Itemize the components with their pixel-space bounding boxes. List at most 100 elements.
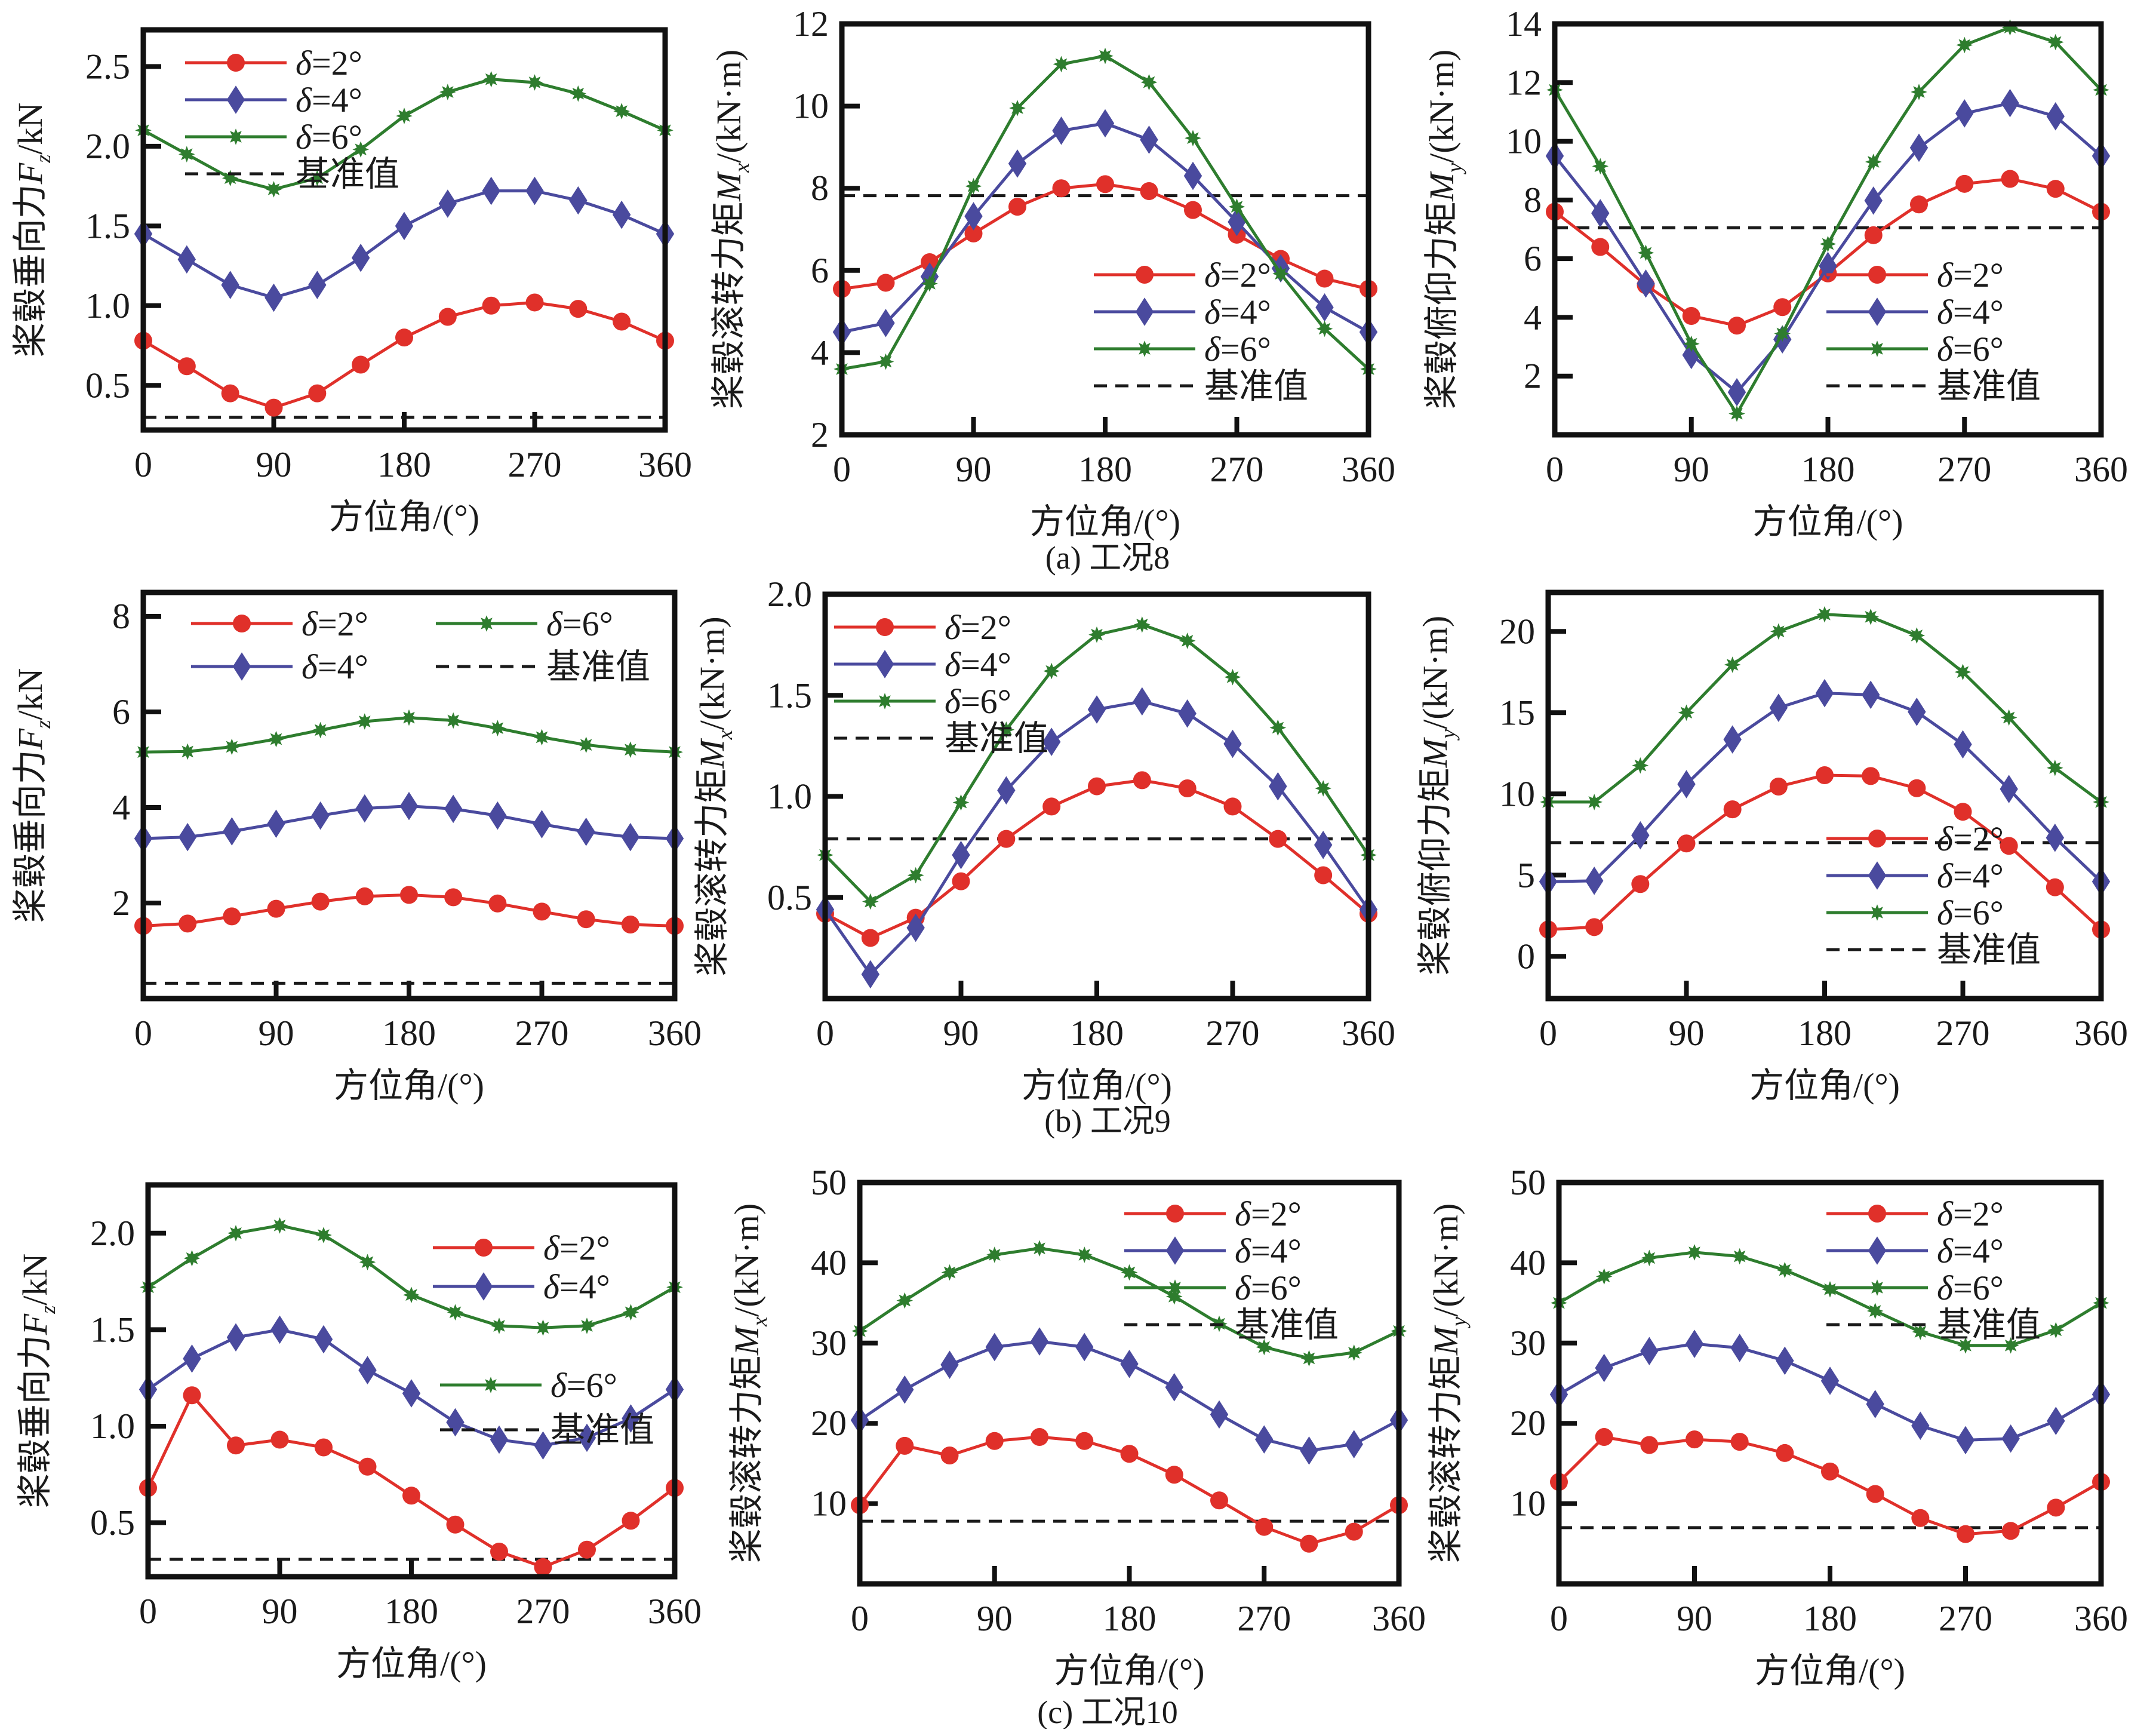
data-point xyxy=(1140,125,1158,154)
data-point xyxy=(356,713,373,730)
y-tick-label: 40 xyxy=(811,1243,847,1282)
data-point xyxy=(183,1386,201,1405)
y-tick-label: 12 xyxy=(1506,63,1542,102)
y-tick-label: 0.5 xyxy=(767,878,812,917)
legend-label: δ=6° xyxy=(550,1366,617,1405)
legend-label: 基准值 xyxy=(546,647,650,686)
y-tick-label: 10 xyxy=(811,1484,847,1524)
x-tick-label: 270 xyxy=(1210,450,1264,489)
series-line xyxy=(824,778,1370,940)
data-point xyxy=(482,176,500,205)
data-point xyxy=(1769,778,1788,796)
data-point xyxy=(1866,1303,1884,1319)
legend-marker xyxy=(1136,266,1154,284)
y-axis-label: 桨毂俯仰力矩My/(kN·m) xyxy=(1416,616,1460,975)
legend-label: δ=4° xyxy=(945,645,1011,684)
x-tick-label: 270 xyxy=(1206,1014,1260,1053)
data-point xyxy=(1272,265,1289,282)
data-point xyxy=(1183,161,1202,191)
x-tick-label: 90 xyxy=(1677,1599,1712,1638)
legend-label: δ=4° xyxy=(1937,1232,2004,1270)
legend-entry: δ=6° xyxy=(1094,330,1271,368)
chart-panel-c2: 10 20 30 40 50 0 90 180 270 360 方位角/(°) 桨毂滚转力矩Mx/(k… xyxy=(727,1163,1426,1690)
legend-entry: δ=4° xyxy=(433,1267,610,1306)
data-point xyxy=(402,1379,421,1408)
legend-entry: δ=2° xyxy=(1826,256,2004,294)
data-point xyxy=(1052,179,1071,198)
series-delta-2 xyxy=(139,1386,684,1576)
data-point xyxy=(622,1304,639,1321)
legend-entry: δ=4° xyxy=(1124,1232,1302,1270)
legend-label: δ=6° xyxy=(1937,893,2004,932)
data-point xyxy=(862,893,879,910)
series-delta-4 xyxy=(134,176,675,312)
data-point xyxy=(1140,182,1158,201)
y-tick-label: 8 xyxy=(1524,180,1542,220)
data-point xyxy=(2046,878,2064,896)
y-tick-label: 0.5 xyxy=(90,1503,135,1543)
data-point xyxy=(896,1436,914,1455)
data-point xyxy=(2001,1522,2020,1540)
data-point xyxy=(1862,609,1879,625)
data-point xyxy=(1184,201,1202,219)
data-point xyxy=(1640,1337,1659,1365)
data-point xyxy=(1865,153,1882,170)
x-tick-label: 90 xyxy=(256,445,292,484)
legend-label: δ=2° xyxy=(1937,1194,2004,1233)
legend-entry: δ=6° xyxy=(185,118,362,156)
chart-panel-a2: 2 4 6 8 10 12 0 90 180 270 360 方位角/(°) 桨毂滚转力矩Mx/(kN·… xyxy=(709,4,1395,541)
legend-entry: δ=2° xyxy=(433,1229,610,1267)
series-line xyxy=(1553,26,2102,417)
data-point xyxy=(533,729,550,746)
data-point xyxy=(358,1457,377,1476)
plot-frame xyxy=(1552,21,2104,438)
data-point xyxy=(1134,616,1151,633)
legend-marker xyxy=(227,128,244,145)
legend-label: δ=6° xyxy=(1937,1269,2004,1307)
legend-label: 基准值 xyxy=(296,155,399,194)
data-point xyxy=(2047,33,2064,51)
legend-label: δ=6° xyxy=(1204,330,1271,368)
x-tick-label: 360 xyxy=(1342,450,1395,489)
legend: δ=2°δ=4° δ=6° 基准值 xyxy=(433,1229,654,1449)
data-point xyxy=(1723,725,1742,754)
y-axis-label: 桨毂滚转力矩Mx/(kN·m) xyxy=(709,50,753,409)
data-point xyxy=(952,872,970,890)
legend-entry: δ=6° xyxy=(1826,330,2004,368)
legend-label: δ=6° xyxy=(546,604,613,643)
data-point xyxy=(395,211,414,241)
data-point xyxy=(952,794,970,811)
y-tick-label: 2.0 xyxy=(767,575,812,614)
x-tick-label: 180 xyxy=(1070,1014,1124,1053)
data-point xyxy=(1954,803,1972,821)
data-point xyxy=(2002,1337,2019,1354)
data-point xyxy=(1088,626,1105,643)
series-delta-2 xyxy=(851,1428,1408,1553)
y-tick-label: 2.0 xyxy=(90,1214,135,1253)
series-delta-4 xyxy=(139,1315,684,1460)
data-point xyxy=(395,328,413,347)
data-point xyxy=(1224,669,1241,686)
legend-entry: δ=6° xyxy=(1826,893,2004,932)
data-point xyxy=(1908,698,1926,726)
legend-entry-baseline: 基准值 xyxy=(834,719,1048,758)
data-point xyxy=(2000,775,2018,803)
y-tick-label: 4 xyxy=(811,333,829,372)
data-point xyxy=(1031,1240,1048,1257)
legend-marker xyxy=(875,650,894,678)
y-tick-label: 20 xyxy=(1499,612,1535,651)
data-point xyxy=(1911,1509,1930,1527)
data-point xyxy=(1957,1337,1974,1354)
x-tick-label: 360 xyxy=(638,445,692,484)
x-tick-label: 180 xyxy=(1803,1599,1857,1638)
data-point xyxy=(877,353,894,370)
data-point xyxy=(1819,251,1837,281)
chart-panel-b3: 0 5 10 15 20 0 90 180 270 360 方位角/(°) 桨毂俯仰力矩My/(kN·… xyxy=(1416,589,2128,1105)
x-tick-label: 180 xyxy=(1078,450,1132,489)
data-point xyxy=(1315,269,1334,288)
series-delta-4 xyxy=(1539,678,2111,896)
y-tick-label: 6 xyxy=(811,251,829,290)
data-point xyxy=(1008,198,1026,216)
data-point xyxy=(1256,1338,1273,1356)
data-point xyxy=(1591,238,1610,256)
